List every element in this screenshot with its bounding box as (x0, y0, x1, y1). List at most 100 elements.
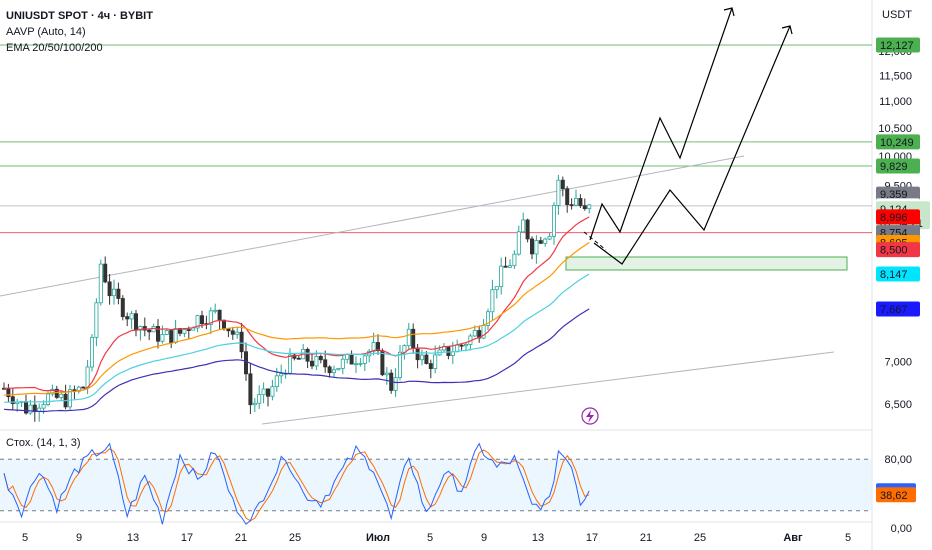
candle[interactable] (160, 334, 165, 342)
candle[interactable] (516, 231, 521, 255)
candle[interactable] (538, 240, 543, 244)
stoch-tag[interactable] (876, 487, 916, 503)
candle[interactable] (182, 329, 187, 334)
ema-20-line[interactable] (3, 216, 590, 393)
candle[interactable] (411, 328, 416, 349)
candle[interactable] (261, 388, 266, 396)
candle[interactable] (318, 356, 323, 361)
candle[interactable] (323, 359, 328, 368)
candle[interactable] (534, 240, 539, 255)
candle[interactable] (578, 198, 583, 207)
candle[interactable] (446, 346, 451, 356)
candle[interactable] (314, 356, 319, 367)
candle[interactable] (543, 238, 548, 244)
candle[interactable] (494, 286, 499, 291)
candle[interactable] (556, 179, 561, 206)
candle[interactable] (375, 342, 380, 352)
candle[interactable] (353, 363, 358, 366)
candle[interactable] (397, 351, 402, 379)
candle[interactable] (81, 386, 86, 389)
candle[interactable] (125, 316, 130, 320)
channel-lower-line[interactable] (261, 351, 835, 425)
candle[interactable] (349, 354, 354, 365)
candle[interactable] (54, 388, 59, 398)
candle[interactable] (235, 331, 240, 335)
candle[interactable] (239, 331, 244, 353)
symbol-title[interactable]: UNIUSDT SPOT · 4ч · BYBIT (6, 10, 153, 22)
candle[interactable] (340, 358, 345, 369)
candle[interactable] (59, 393, 64, 398)
candle[interactable] (552, 205, 557, 237)
price-tag[interactable] (876, 134, 920, 150)
candle[interactable] (327, 366, 332, 374)
candle[interactable] (331, 369, 336, 374)
price-tag[interactable] (876, 242, 920, 258)
candle[interactable] (195, 315, 200, 329)
candle[interactable] (46, 393, 51, 406)
price-tag[interactable] (876, 209, 920, 225)
candle[interactable] (23, 401, 28, 414)
candle[interactable] (169, 330, 174, 343)
candle[interactable] (490, 289, 495, 313)
candle[interactable] (499, 265, 504, 288)
candle[interactable] (406, 328, 411, 347)
candle[interactable] (85, 366, 90, 388)
candle[interactable] (309, 360, 314, 367)
candle[interactable] (142, 326, 147, 331)
price-tag[interactable] (876, 301, 920, 317)
candle[interactable] (279, 373, 284, 377)
ema-200-line[interactable] (3, 308, 590, 413)
candle[interactable] (485, 311, 490, 326)
indicator-ema-label[interactable]: EMA 20/50/100/200 (6, 42, 103, 54)
stoch-legend[interactable]: Стох. (14, 1, 3) (6, 437, 81, 449)
candle[interactable] (433, 354, 438, 369)
candle[interactable] (98, 263, 103, 304)
candle[interactable] (129, 313, 134, 320)
candle[interactable] (274, 375, 279, 388)
candle[interactable] (424, 354, 429, 364)
candle[interactable] (393, 377, 398, 391)
candle[interactable] (147, 329, 152, 333)
candle[interactable] (371, 342, 376, 352)
candle[interactable] (287, 354, 292, 374)
candle[interactable] (257, 394, 262, 404)
candle[interactable] (415, 347, 420, 361)
candle[interactable] (28, 404, 33, 414)
ema-50-line[interactable] (3, 242, 590, 396)
candle[interactable] (50, 388, 55, 395)
candle[interactable] (252, 402, 257, 406)
candle[interactable] (560, 179, 565, 190)
candle[interactable] (68, 389, 73, 408)
candle[interactable] (521, 219, 526, 233)
price-tag[interactable] (876, 37, 920, 53)
candle[interactable] (112, 288, 117, 297)
candle[interactable] (296, 357, 301, 360)
candle[interactable] (380, 350, 385, 376)
candle[interactable] (574, 198, 579, 206)
projection-path-2[interactable] (593, 25, 791, 265)
candle[interactable] (230, 330, 235, 335)
indicator-aavp-label[interactable]: AAVP (Auto, 14) (6, 26, 86, 38)
candle[interactable] (507, 265, 512, 268)
candle[interactable] (10, 396, 15, 404)
candle[interactable] (199, 315, 204, 325)
candle[interactable] (208, 310, 213, 325)
candle[interactable] (265, 388, 270, 397)
candle[interactable] (547, 235, 552, 240)
candle[interactable] (103, 263, 108, 283)
candle[interactable] (133, 313, 138, 331)
candle[interactable] (186, 329, 191, 331)
candle[interactable] (428, 363, 433, 369)
candle[interactable] (155, 326, 160, 342)
candle[interactable] (384, 372, 389, 376)
candle[interactable] (569, 204, 574, 207)
candle[interactable] (345, 354, 350, 360)
candle[interactable] (221, 319, 226, 330)
price-tag[interactable] (876, 266, 920, 282)
candle[interactable] (525, 219, 530, 240)
consolidation-zone[interactable] (565, 256, 848, 271)
candle[interactable] (305, 348, 310, 362)
candle[interactable] (512, 253, 517, 267)
candle[interactable] (459, 344, 464, 347)
candle[interactable] (90, 336, 95, 368)
